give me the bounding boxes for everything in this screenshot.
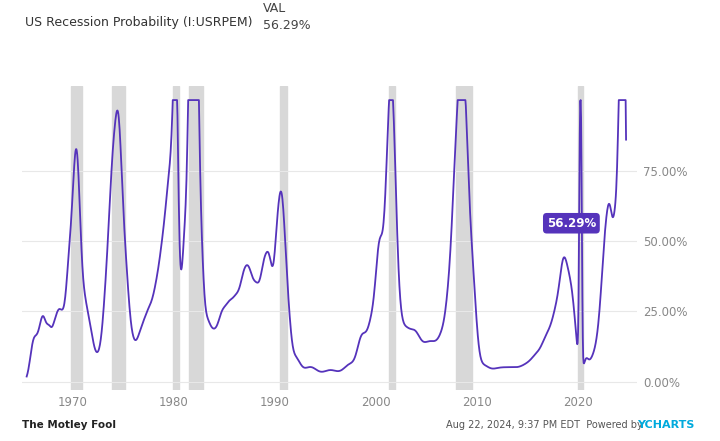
Bar <box>71 86 81 390</box>
Bar <box>189 86 203 390</box>
Bar <box>112 86 125 390</box>
Text: US Recession Probability (I:USRPEM): US Recession Probability (I:USRPEM) <box>25 16 253 29</box>
Bar <box>280 86 287 390</box>
Bar <box>389 86 395 390</box>
Bar <box>578 86 582 390</box>
Text: 56.29%: 56.29% <box>263 19 310 32</box>
Text: The Motley Fool: The Motley Fool <box>22 420 116 430</box>
Text: VAL: VAL <box>263 3 286 15</box>
Text: YCHARTS: YCHARTS <box>637 420 695 430</box>
Bar <box>456 86 472 390</box>
Text: Aug 22, 2024, 9:37 PM EDT  Powered by: Aug 22, 2024, 9:37 PM EDT Powered by <box>446 420 647 430</box>
Bar <box>174 86 179 390</box>
Text: 56.29%: 56.29% <box>546 217 603 230</box>
